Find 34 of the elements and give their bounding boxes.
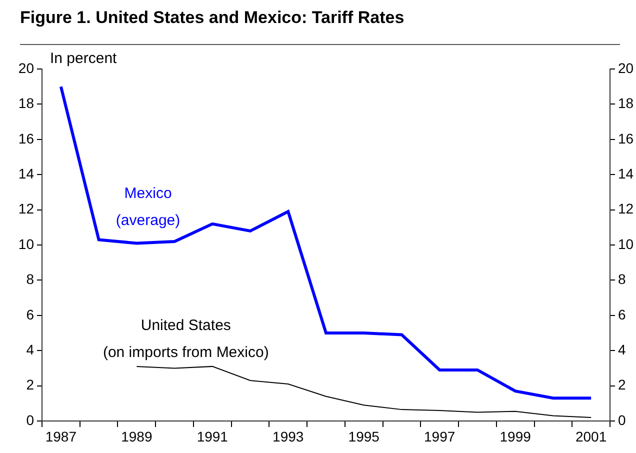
x-tick-label: 1999	[500, 428, 532, 444]
x-tick-label: 2001	[575, 428, 607, 444]
y2-tick-label: 4	[618, 341, 626, 358]
y2-tick-label: 2	[618, 376, 626, 393]
y2-tick-label: 16	[618, 130, 634, 146]
x-tick-label: 1993	[272, 428, 304, 444]
y2-tick-label: 14	[618, 165, 634, 182]
y2-tick-label: 6	[618, 306, 626, 322]
y-tick-label: 10	[18, 236, 34, 252]
y-tick-label: 12	[18, 200, 34, 217]
series-label: Mexico (average)	[116, 185, 180, 229]
x-tick-label: 1995	[348, 428, 380, 444]
x-tick-label: 1991	[196, 428, 228, 444]
y-tick-label: 2	[26, 376, 34, 393]
y-tick-label: 14	[18, 165, 34, 182]
y-tick-label: 20	[18, 60, 34, 76]
y2-tick-label: 20	[618, 60, 634, 76]
y-tick-label: 16	[18, 130, 34, 146]
x-tick-label: 1989	[121, 428, 152, 444]
x-tick-label: 1987	[45, 428, 77, 444]
y-tick-label: 4	[26, 341, 34, 358]
y-tick-label: 6	[26, 306, 34, 322]
y-tick-label: 0	[26, 412, 34, 428]
y-tick-label: 8	[26, 271, 34, 288]
y2-tick-label: 0	[618, 412, 626, 428]
chart-title: Figure 1. United States and Mexico: Tariff Rates	[20, 8, 404, 28]
y2-tick-label: 12	[618, 200, 634, 217]
y-tick-label: 18	[18, 95, 34, 112]
y2-tick-label: 10	[618, 236, 634, 252]
series-label: United States (on imports from Mexico)	[102, 317, 269, 361]
x-tick-label: 1997	[424, 428, 456, 444]
y2-tick-label: 18	[618, 95, 634, 112]
y-axis-title: In percent	[50, 50, 118, 67]
y2-tick-label: 8	[618, 271, 626, 288]
